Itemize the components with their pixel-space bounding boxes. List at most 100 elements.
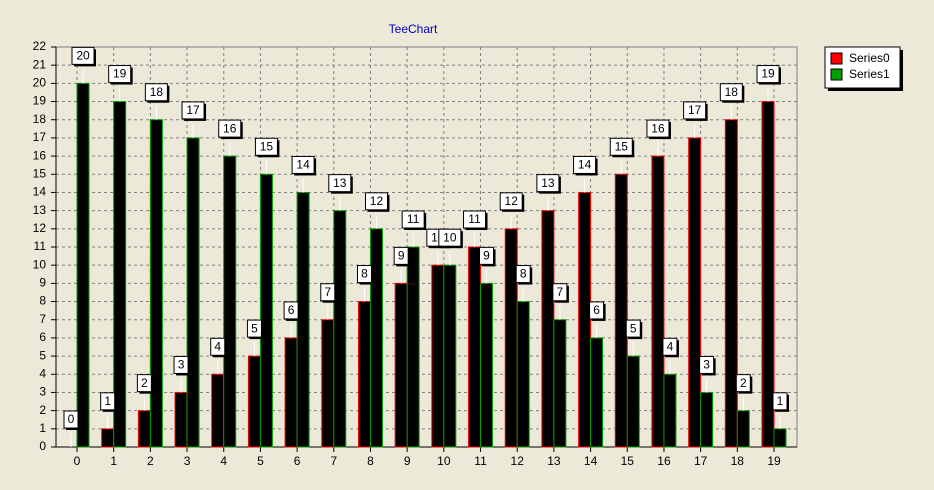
bar (333, 210, 347, 448)
bar (504, 228, 518, 448)
y-tick-label: 0 (39, 439, 46, 453)
y-tick-label: 5 (39, 348, 46, 362)
bar (736, 410, 750, 448)
bar (394, 282, 408, 448)
y-tick-label: 4 (39, 366, 46, 380)
bar (101, 428, 115, 448)
data-label: 5 (630, 321, 637, 335)
y-tick-label: 12 (33, 221, 47, 235)
y-tick-label: 14 (33, 185, 47, 199)
bar (357, 301, 371, 448)
bar (663, 373, 677, 448)
bar (137, 410, 151, 448)
data-label: 6 (593, 303, 600, 317)
y-tick-label: 9 (39, 276, 46, 290)
bar (480, 282, 494, 448)
bar (406, 246, 420, 448)
label-box (609, 137, 633, 156)
data-label: 16 (651, 121, 665, 135)
y-tick-label: 6 (39, 330, 46, 344)
label-box (63, 410, 79, 429)
label-box (589, 301, 605, 320)
data-label: 8 (361, 267, 368, 281)
x-tick-label: 16 (657, 454, 671, 468)
data-label: 5 (251, 321, 258, 335)
label-box (181, 101, 205, 120)
bar (211, 373, 225, 448)
x-tick-label: 12 (511, 454, 525, 468)
bar (76, 82, 90, 448)
data-label: 11 (407, 212, 420, 226)
data-label: 9 (398, 249, 405, 263)
x-tick-label: 10 (437, 454, 451, 468)
label-box (515, 265, 531, 284)
label-box (291, 155, 315, 174)
bar (223, 155, 237, 448)
bar (186, 137, 200, 448)
y-tick-label: 16 (33, 148, 47, 162)
label-box (210, 337, 226, 356)
data-label: 10 (443, 230, 457, 244)
label-box (283, 301, 299, 320)
data-label: 3 (178, 358, 185, 372)
y-tick-label: 18 (33, 112, 47, 126)
label-box (479, 246, 495, 265)
data-label: 4 (214, 339, 221, 353)
label-box (552, 283, 568, 302)
bar (321, 319, 335, 448)
bar (431, 264, 445, 448)
label-box (735, 374, 751, 393)
y-tick-label: 22 (33, 39, 47, 53)
data-label: 0 (68, 412, 75, 426)
y-tick-label: 10 (33, 257, 47, 271)
label-box (246, 319, 262, 338)
x-tick-label: 15 (621, 454, 635, 468)
bar (516, 301, 530, 448)
bar (149, 119, 163, 448)
label-box (144, 83, 168, 102)
label-box (356, 265, 372, 284)
label-box (401, 210, 425, 229)
bar (284, 337, 298, 448)
y-tick-label: 13 (33, 203, 47, 217)
bar (761, 101, 775, 448)
data-label: 20 (76, 49, 90, 63)
data-label: 11 (468, 212, 481, 226)
bar (247, 355, 261, 448)
legend-swatch (830, 52, 843, 65)
bar (578, 191, 592, 448)
legend-label: Series1 (849, 67, 890, 81)
label-box (393, 246, 409, 265)
data-label: 18 (725, 85, 739, 99)
label-box (683, 101, 707, 120)
label-box (438, 228, 462, 247)
label-box (463, 210, 487, 229)
data-label: 14 (296, 158, 310, 172)
label-box (756, 65, 780, 84)
bar (688, 137, 702, 448)
data-label: 17 (688, 103, 702, 117)
legend-label: Series0 (849, 51, 890, 65)
x-tick-label: 3 (184, 454, 191, 468)
y-tick-label: 21 (33, 57, 47, 71)
label-box (71, 46, 95, 65)
label-box (662, 337, 678, 356)
label-box (254, 137, 278, 156)
data-label: 1 (777, 394, 784, 408)
label-box (573, 155, 597, 174)
label-box (320, 283, 336, 302)
bar (553, 319, 567, 448)
bar (468, 246, 482, 448)
label-box (328, 174, 352, 193)
x-tick-label: 14 (584, 454, 598, 468)
data-label: 15 (260, 139, 274, 153)
label-box (100, 392, 116, 411)
x-tick-label: 0 (74, 454, 81, 468)
label-box (699, 355, 715, 374)
y-tick-label: 19 (33, 94, 47, 108)
data-label: 12 (505, 194, 519, 208)
x-tick-label: 6 (294, 454, 301, 468)
x-tick-label: 5 (257, 454, 264, 468)
y-tick-label: 8 (39, 294, 46, 308)
